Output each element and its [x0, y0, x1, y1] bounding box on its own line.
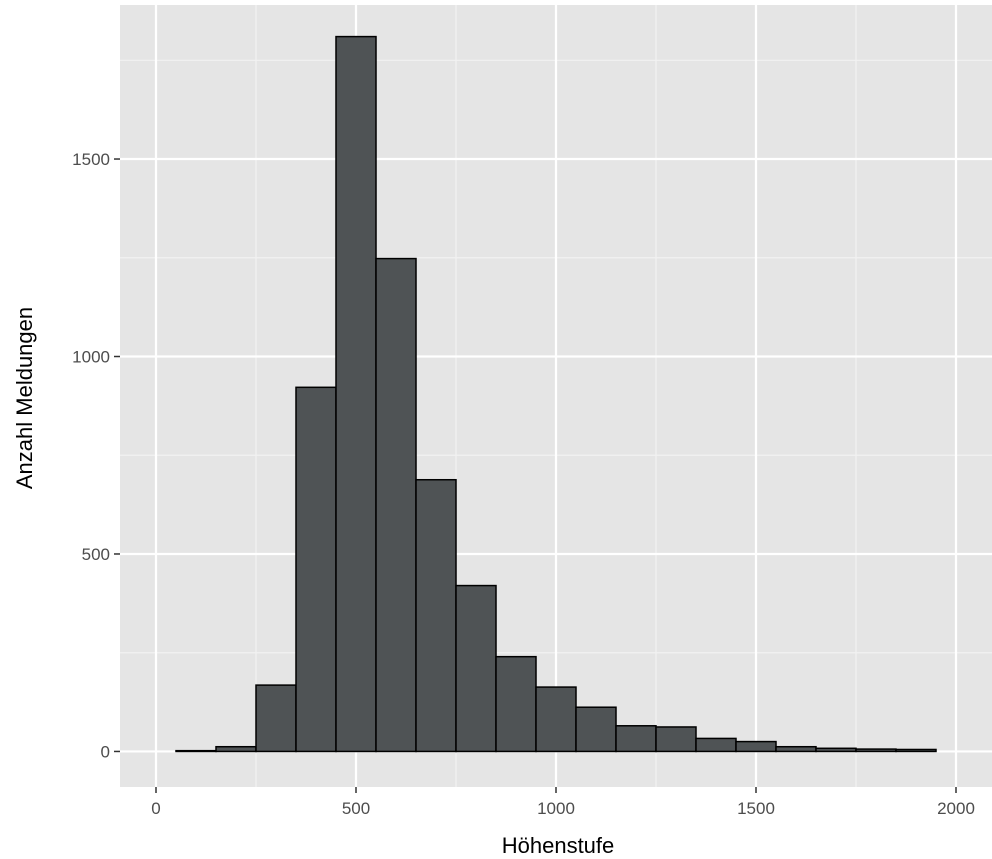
histogram-bars — [175, 35, 937, 753]
x-tick-label: 1000 — [537, 799, 575, 818]
x-axis: 0 500 1000 1500 2000 — [151, 787, 975, 818]
x-tick-label: 1500 — [737, 799, 775, 818]
x-axis-title: Höhenstufe — [502, 833, 615, 858]
histogram-bar — [415, 478, 457, 753]
histogram-bar — [295, 386, 337, 753]
y-tick-label: 1000 — [72, 348, 110, 367]
histogram-bar — [335, 35, 377, 753]
histogram-bar — [495, 655, 537, 753]
histogram-bar — [855, 748, 897, 753]
histogram-bar — [375, 257, 417, 753]
y-tick-label: 1500 — [72, 150, 110, 169]
histogram-bar — [655, 726, 697, 753]
y-tick-label: 0 — [101, 742, 110, 761]
histogram-bar — [535, 686, 577, 753]
y-axis: 0 500 1000 1500 — [72, 150, 120, 761]
histogram-bar — [175, 749, 217, 753]
histogram-bar — [815, 747, 857, 753]
histogram-bar — [575, 706, 617, 753]
histogram-bar — [695, 737, 737, 753]
histogram-bar — [255, 684, 297, 753]
y-axis-title: Anzahl Meldungen — [12, 307, 37, 489]
x-tick-label: 2000 — [937, 799, 975, 818]
histogram-bar — [615, 725, 657, 753]
histogram-bar — [775, 745, 817, 753]
histogram-bar — [895, 748, 937, 753]
x-tick-label: 0 — [151, 799, 160, 818]
x-tick-label: 500 — [342, 799, 370, 818]
histogram-bar — [455, 584, 497, 753]
y-tick-label: 500 — [82, 545, 110, 564]
histogram-bar — [735, 740, 777, 753]
histogram-bar — [215, 745, 257, 753]
